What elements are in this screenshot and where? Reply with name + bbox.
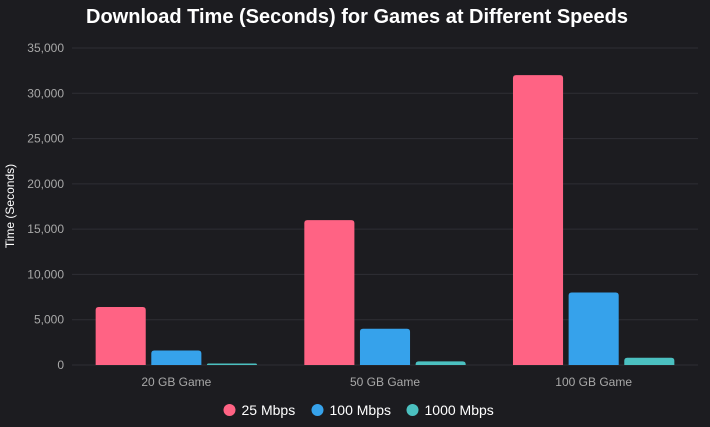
bar-25-mbps-20-gb-game[interactable] xyxy=(95,307,146,365)
legend[interactable]: 25 Mbps 100 Mbps 1000 Mbps xyxy=(223,402,494,418)
bar-100-mbps-50-gb-game[interactable] xyxy=(359,328,411,365)
bar-1000-mbps-50-gb-game[interactable] xyxy=(415,361,466,365)
bar-100-mbps-100-gb-game[interactable] xyxy=(568,292,619,365)
legend-swatch xyxy=(406,404,419,416)
legend-label: 1000 Mbps xyxy=(425,402,494,418)
y-tick-label: 5,000 xyxy=(34,313,64,327)
x-axis-ticks: 20 GB Game 50 GB Game 100 GB Game xyxy=(141,375,632,389)
legend-item-25-mbps[interactable]: 25 Mbps xyxy=(223,402,296,418)
gridlines xyxy=(72,47,698,366)
x-tick-label: 20 GB Game xyxy=(141,375,211,389)
y-axis-ticks: 0 5,000 10,000 15,000 20,000 25,000 30,000 35,0… xyxy=(27,41,64,372)
y-tick-label: 25,000 xyxy=(27,132,64,146)
legend-label: 25 Mbps xyxy=(242,402,296,418)
bar-25-mbps-100-gb-game[interactable] xyxy=(512,75,564,366)
x-tick-label: 50 GB Game xyxy=(350,375,420,389)
y-tick-label: 35,000 xyxy=(27,41,64,55)
bars xyxy=(95,75,675,366)
y-tick-label: 30,000 xyxy=(27,86,64,100)
y-tick-label: 20,000 xyxy=(27,177,64,191)
bar-1000-mbps-100-gb-game[interactable] xyxy=(624,357,675,365)
bar-1000-mbps-20-gb-game[interactable] xyxy=(206,363,258,365)
legend-swatch xyxy=(311,404,324,416)
y-tick-label: 10,000 xyxy=(27,267,64,281)
y-axis-label: Time (Seconds) xyxy=(3,164,17,248)
y-tick-label: 15,000 xyxy=(27,222,64,236)
chart-title: Download Time (Seconds) for Games at Dif… xyxy=(86,6,628,28)
legend-item-100-mbps[interactable]: 100 Mbps xyxy=(311,402,391,418)
x-tick-label: 100 GB Game xyxy=(555,375,632,389)
legend-item-1000-mbps[interactable]: 1000 Mbps xyxy=(406,402,494,418)
legend-swatch xyxy=(223,404,236,416)
bar-100-mbps-20-gb-game[interactable] xyxy=(151,350,202,365)
legend-label: 100 Mbps xyxy=(330,402,391,418)
bar-25-mbps-50-gb-game[interactable] xyxy=(304,220,355,365)
y-tick-label: 0 xyxy=(57,358,64,372)
